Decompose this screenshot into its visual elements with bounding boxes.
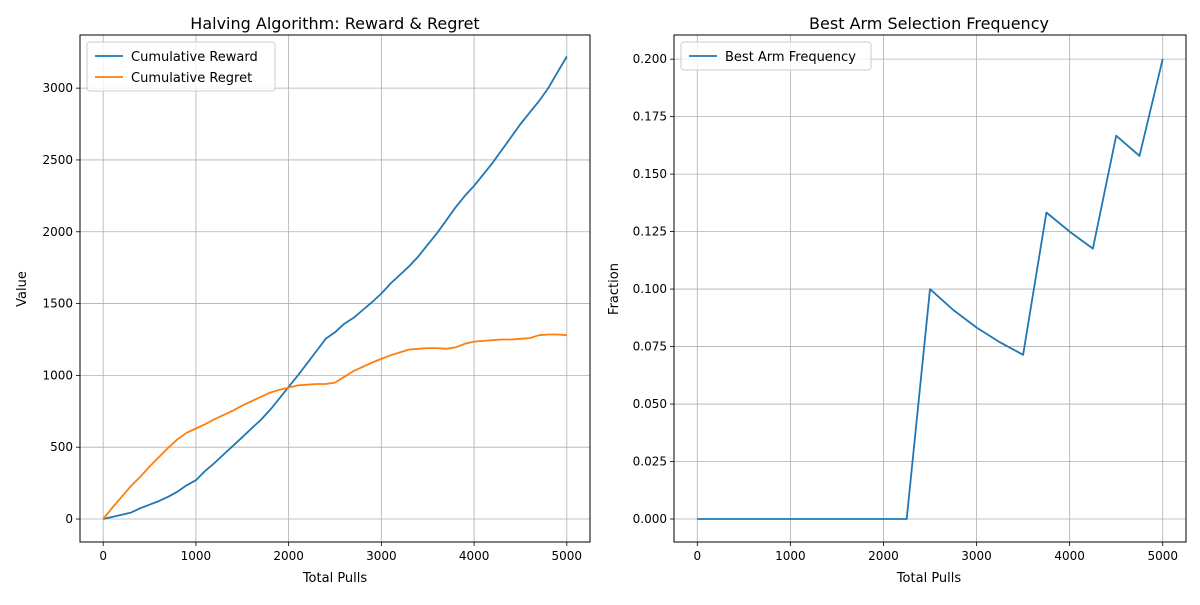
- series-line-0: [103, 56, 568, 520]
- y-tick-label: 2000: [42, 225, 73, 239]
- y-tick-label: 0.200: [633, 52, 667, 66]
- x-tick-label: 2000: [273, 549, 304, 563]
- y-tick-label: 2500: [42, 153, 73, 167]
- x-tick-label: 2000: [868, 549, 899, 563]
- x-axis-label: Total Pulls: [302, 571, 368, 586]
- legend-frame: [680, 41, 872, 71]
- y-tick-label: 0.100: [633, 282, 667, 296]
- x-tick-label: 3000: [366, 549, 397, 563]
- y-tick-label: 0.075: [633, 340, 667, 354]
- y-tick-label: 1000: [42, 368, 73, 382]
- legend: Best Arm Frequency: [680, 41, 872, 71]
- plot-frame: [673, 34, 1187, 543]
- y-tick-label: 1500: [42, 297, 73, 311]
- legend-label-regret: Cumulative Regret: [131, 71, 252, 86]
- series-line-1: [102, 333, 567, 520]
- y-tick-label: 0.025: [633, 455, 667, 469]
- y-tick-label: 0: [65, 512, 73, 526]
- x-tick-label: 0: [693, 549, 701, 563]
- x-tick-label: 0: [99, 549, 107, 563]
- legend-label-best-arm: Best Arm Frequency: [725, 50, 856, 65]
- y-axis-label: Value: [15, 271, 30, 307]
- plot-frame: [79, 34, 591, 543]
- y-axis-label: Fraction: [607, 263, 622, 315]
- series-lines: [102, 56, 568, 520]
- legend-label-reward: Cumulative Reward: [131, 50, 258, 65]
- legend: Cumulative Reward Cumulative Regret: [86, 41, 276, 92]
- y-tick-label: 3000: [42, 81, 73, 95]
- reward-regret-chart: Halving Algorithm: Reward & Regret 0 1000…: [15, 14, 591, 586]
- x-tick-label: 3000: [961, 549, 992, 563]
- x-tick-label: 5000: [1147, 549, 1178, 563]
- chart-title: Halving Algorithm: Reward & Regret: [190, 14, 479, 33]
- gridlines: [80, 35, 590, 542]
- y-tick-label: 0.125: [633, 225, 667, 239]
- y-tick-label: 0.175: [633, 110, 667, 124]
- x-tick-label: 5000: [552, 549, 583, 563]
- y-tick-label: 500: [50, 440, 73, 454]
- axis-ticks: 0 1000 2000 3000 4000 5000 0 500 1000 1500 2000 250…: [42, 81, 582, 563]
- chart-title: Best Arm Selection Frequency: [809, 14, 1049, 33]
- x-tick-label: 1000: [181, 549, 212, 563]
- series-lines: [697, 58, 1164, 520]
- y-tick-label: 0.150: [633, 167, 667, 181]
- x-tick-label: 1000: [775, 549, 806, 563]
- x-tick-label: 4000: [459, 549, 490, 563]
- best-arm-frequency-chart: Best Arm Selection Frequency 0 1000 2000 30…: [607, 14, 1187, 586]
- x-axis-label: Total Pulls: [896, 571, 962, 586]
- x-tick-label: 4000: [1054, 549, 1085, 563]
- legend-frame: [86, 41, 276, 92]
- y-tick-label: 0.000: [633, 512, 667, 526]
- y-tick-label: 0.050: [633, 397, 667, 411]
- series-line-0: [697, 58, 1164, 520]
- axis-ticks: 0 1000 2000 3000 4000 5000 0.000 0.025 0.050 0.07…: [633, 52, 1178, 563]
